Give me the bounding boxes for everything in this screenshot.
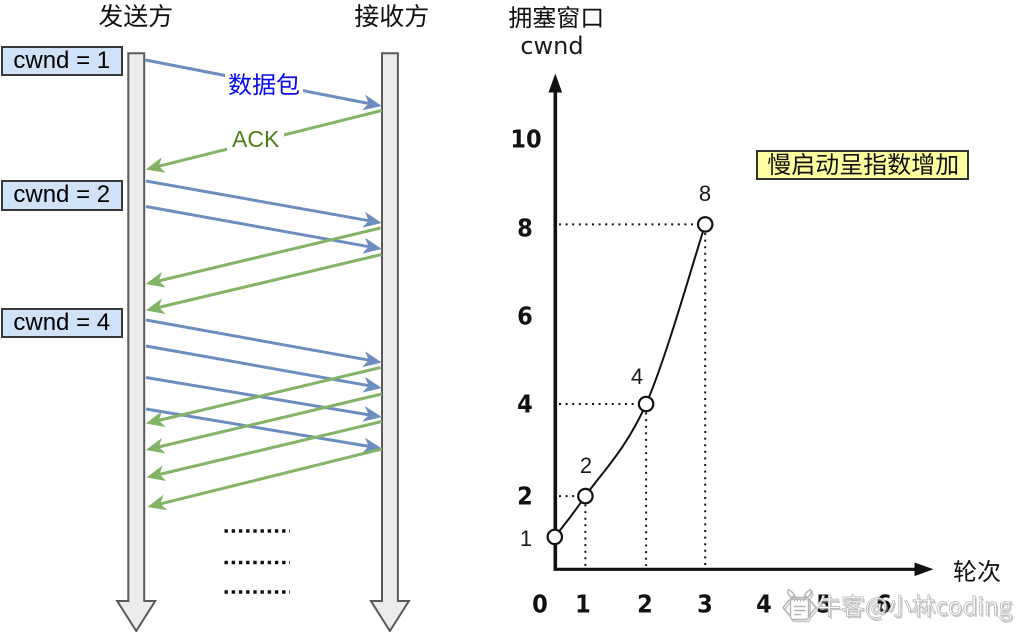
x-axis-label: 轮次	[954, 559, 1001, 582]
cwnd-box-2: cwnd = 2	[0, 180, 123, 211]
x-tick-4: 4	[756, 589, 772, 618]
data-point-3	[696, 216, 714, 233]
x-tick-1: 1	[574, 589, 591, 618]
sender-label: 发送方	[99, 3, 172, 28]
y-axis-arrowhead	[548, 73, 563, 93]
y-tick-5: 10	[509, 124, 542, 153]
cwnd-box-1-label: cwnd = 1	[13, 46, 111, 74]
annotation-box: 慢启动呈指数增加	[756, 149, 969, 180]
chart-title: 拥塞窗口	[508, 6, 602, 29]
packet-arrow-4	[145, 318, 382, 368]
chart-axes	[548, 73, 934, 577]
watermark-logo-icon	[782, 588, 817, 621]
x-axis-arrowhead	[914, 562, 934, 577]
point-label-1: 4	[630, 364, 644, 389]
packet-arrow-label: 数据包	[225, 70, 304, 98]
y-tick-2: 4	[516, 389, 533, 419]
ack-arrow-5	[145, 392, 383, 454]
cwnd-box-2-label: cwnd = 2	[13, 181, 111, 209]
ack-arrow-label: ACK	[227, 126, 285, 152]
growth-curve	[554, 224, 707, 538]
ack-arrow-7	[147, 447, 383, 511]
data-point-1	[577, 487, 594, 505]
y-tick-3: 6	[516, 301, 533, 331]
point-label-2: 8	[698, 181, 712, 206]
x-tick-0: 0	[531, 589, 548, 618]
point-label-0: 2	[579, 453, 593, 478]
y-tick-4: 8	[516, 213, 533, 243]
ack-arrow-3	[145, 253, 382, 314]
cwnd-box-3-label: cwnd = 4	[13, 308, 111, 336]
y-tick-0: 1	[519, 525, 533, 551]
data-point-2	[637, 395, 655, 413]
cwnd-box-3: cwnd = 4	[0, 307, 123, 338]
ack-arrow-4	[145, 366, 381, 427]
packet-arrow-2	[145, 179, 382, 228]
y-tick-1: 2	[516, 481, 533, 511]
chart-subtitle: cwnd	[520, 31, 584, 60]
ack-arrow-6	[146, 420, 383, 481]
receiver-lifeline	[369, 52, 411, 632]
ack-arrow-2	[145, 226, 381, 288]
data-point-0	[546, 528, 564, 546]
cwnd-box-1: cwnd = 1	[0, 45, 123, 77]
x-tick-2: 2	[636, 589, 653, 618]
receiver-label: 接收方	[354, 3, 428, 28]
sender-lifeline	[115, 52, 158, 632]
x-tick-3: 3	[696, 589, 713, 618]
